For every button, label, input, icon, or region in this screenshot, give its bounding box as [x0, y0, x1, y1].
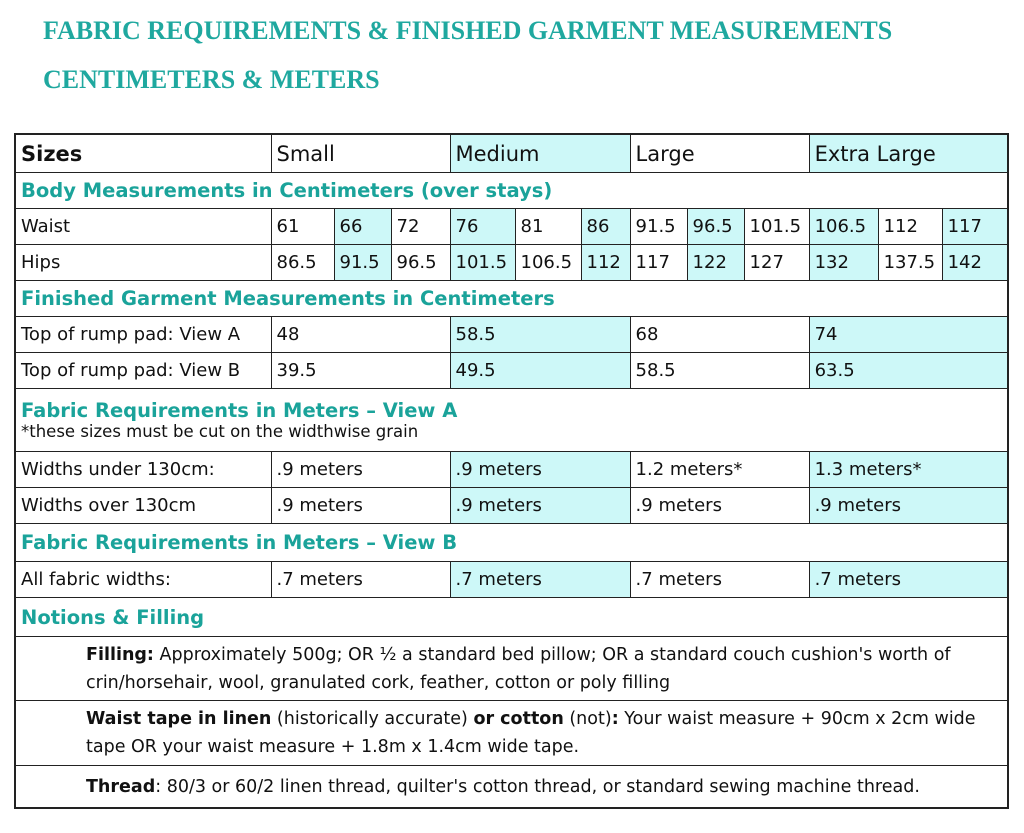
requirements-table: Sizes Small Medium Large Extra Large Bod…: [14, 133, 1010, 809]
note-cell: Thread: 80/3 or 60/2 linen thread, quilt…: [14, 765, 1009, 809]
cell: 106.5: [514, 244, 582, 281]
cell: Hips: [14, 244, 272, 281]
cell: 91.5: [629, 208, 688, 245]
note-text: Approximately 500g; OR ½ a standard bed …: [86, 644, 951, 693]
cell: Large: [629, 133, 810, 173]
cell: 101.5: [449, 244, 516, 281]
cell: .9 meters: [449, 487, 631, 524]
cell: 61: [270, 208, 335, 245]
hips-row: Hips 86.5 91.5 96.5 101.5 106.5 112 117 122 127 13…: [14, 244, 1009, 281]
cell: 72: [390, 208, 451, 245]
note-text: : 80/3 or 60/2 linen thread, quilter's c…: [155, 776, 920, 797]
cell: 142: [941, 244, 1009, 281]
cell: 76: [449, 208, 516, 245]
cell: Top of rump pad: View B: [14, 352, 272, 389]
all-widths-row: All fabric widths: .7 meters .7 meters .7 m…: [14, 561, 1009, 598]
widths-under-row: Widths under 130cm: .9 meters .9 meters 1.2…: [14, 451, 1009, 488]
cell: 58.5: [629, 352, 810, 389]
heading-text: Fabric Requirements in Meters – View A: [21, 399, 458, 422]
section-heading: Finished Garment Measurements in Centime…: [14, 280, 1009, 317]
cell: 127: [743, 244, 810, 281]
cell: 117: [629, 244, 688, 281]
filling-row: Filling: Approximately 500g; OR ½ a stan…: [14, 636, 1009, 701]
cell: 39.5: [270, 352, 451, 389]
cell: 63.5: [808, 352, 1009, 389]
section-heading: Fabric Requirements in Meters – View A *t…: [14, 388, 1009, 452]
section-heading: Fabric Requirements in Meters – View B: [14, 523, 1009, 562]
cell: .9 meters: [270, 487, 451, 524]
cell: 112: [877, 208, 943, 245]
cell: .9 meters: [629, 487, 810, 524]
cell: Widths under 130cm:: [14, 451, 272, 488]
cell: 106.5: [808, 208, 879, 245]
cell: 58.5: [449, 316, 631, 353]
title: FABRIC REQUIREMENTS & FINISHED GARMENT M…: [43, 16, 893, 45]
thread-row: Thread: 80/3 or 60/2 linen thread, quilt…: [14, 765, 1009, 809]
cell: .9 meters: [270, 451, 451, 488]
waist-tape-row: Waist tape in linen (historically accura…: [14, 700, 1009, 766]
cell: 122: [686, 244, 745, 281]
note-bold: Filling:: [86, 644, 154, 665]
widths-over-row: Widths over 130cm .9 meters .9 meters .9 me…: [14, 487, 1009, 524]
cell: 112: [580, 244, 631, 281]
cell: Medium: [449, 133, 631, 173]
cell: 1.3 meters*: [808, 451, 1009, 488]
waist-row: Waist 61 66 72 76 81 86 91.5 96.5 101.5 106.5 112 11…: [14, 208, 1009, 245]
heading-row: Fabric Requirements in Meters – View A *t…: [14, 388, 1009, 452]
cell: 68: [629, 316, 810, 353]
cell: 117: [941, 208, 1009, 245]
cell: Top of rump pad: View A: [14, 316, 272, 353]
cell: .7 meters: [808, 561, 1009, 598]
note-cell: Waist tape in linen (historically accura…: [14, 700, 1009, 766]
cell: 81: [514, 208, 582, 245]
subtitle: CENTIMETERS & METERS: [43, 65, 380, 94]
rump-b-row: Top of rump pad: View B 39.5 49.5 58.5 63.5: [14, 352, 1009, 389]
cell: 48: [270, 316, 451, 353]
heading-row: Notions & Filling: [14, 597, 1009, 637]
cell: Widths over 130cm: [14, 487, 272, 524]
cell: 86: [580, 208, 631, 245]
cell: 66: [333, 208, 392, 245]
cell: 132: [808, 244, 879, 281]
cell: 91.5: [333, 244, 392, 281]
cell: 101.5: [743, 208, 810, 245]
cell: All fabric widths:: [14, 561, 272, 598]
cell: 86.5: [270, 244, 335, 281]
cell: .9 meters: [808, 487, 1009, 524]
rump-a-row: Top of rump pad: View A 48 58.5 68 74: [14, 316, 1009, 353]
cell: 96.5: [390, 244, 451, 281]
note-bold: Waist tape in linen: [86, 709, 272, 729]
note-bold: Thread: [86, 776, 156, 797]
cell: .7 meters: [270, 561, 451, 598]
cell: 49.5: [449, 352, 631, 389]
cell: 96.5: [686, 208, 745, 245]
table-body: Sizes Small Medium Large Extra Large Bod…: [14, 133, 1009, 809]
cell: 74: [808, 316, 1009, 353]
cell: 1.2 meters*: [629, 451, 810, 488]
note-cell: Filling: Approximately 500g; OR ½ a stan…: [14, 636, 1009, 701]
heading-row: Body Measurements in Centimeters (over s…: [14, 172, 1009, 209]
sizes-row: Sizes Small Medium Large Extra Large: [14, 133, 1009, 173]
note-text: (historically accurate): [271, 709, 474, 729]
heading-row: Fabric Requirements in Meters – View B: [14, 523, 1009, 562]
cell: .7 meters: [629, 561, 810, 598]
cell: Sizes: [14, 133, 272, 173]
cell: 137.5: [877, 244, 943, 281]
cell: Waist: [14, 208, 272, 245]
heading-row: Finished Garment Measurements in Centime…: [14, 280, 1009, 317]
cell: Extra Large: [808, 133, 1009, 173]
heading-note: *these sizes must be cut on the widthwis…: [21, 422, 419, 441]
cell: .7 meters: [449, 561, 631, 598]
note-text: (not): [563, 709, 612, 729]
section-heading: Body Measurements in Centimeters (over s…: [14, 172, 1009, 209]
note-text: Your waist measure + 90cm x 2cm wide tap…: [86, 709, 976, 757]
note-bold: :: [611, 709, 619, 729]
cell: Small: [270, 133, 451, 173]
cell: .9 meters: [449, 451, 631, 488]
note-bold: or cotton: [473, 709, 564, 729]
section-heading: Notions & Filling: [14, 597, 1009, 637]
